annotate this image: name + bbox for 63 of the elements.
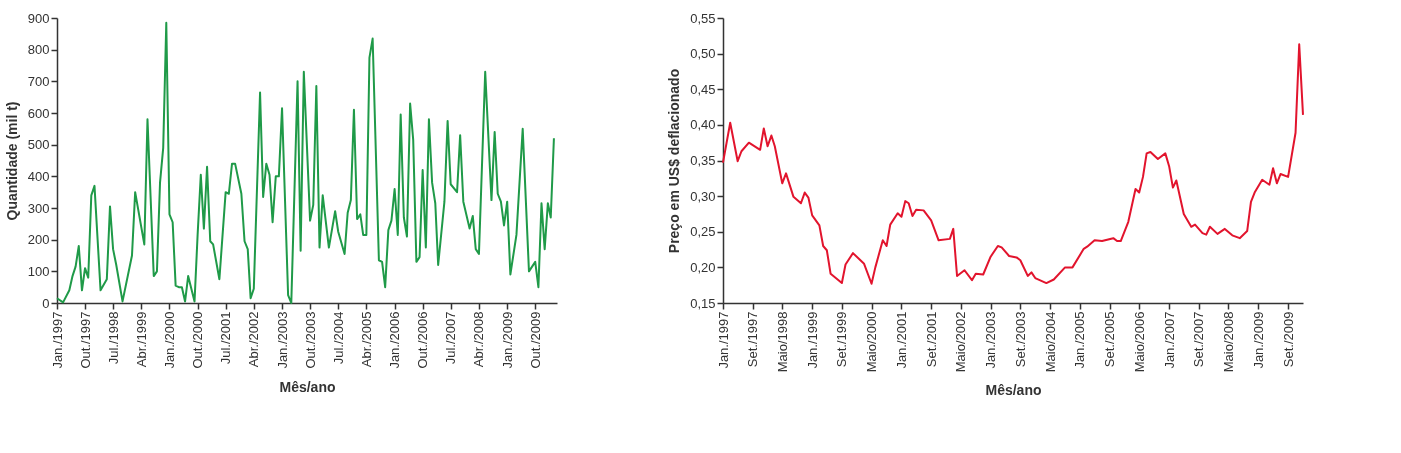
x-tick-label: Jan./2005 (1072, 311, 1088, 369)
x-tick-label: Jan./2003 (274, 311, 290, 369)
y-tick-label: 500 (27, 137, 50, 153)
x-tick-label: Maio/2002 (953, 311, 969, 373)
y-axis-title: Quantidade (mil t) (3, 101, 20, 221)
x-tick-label: Jan./1997 (49, 311, 65, 369)
x-tick-label: Maio/2006 (1131, 311, 1147, 373)
y-tick-label: 0,45 (690, 81, 716, 97)
x-tick-label: Out./1997 (77, 311, 93, 369)
y-tick-label: 700 (27, 73, 50, 89)
x-tick-label: Set./2009 (1280, 311, 1296, 368)
x-tick-label: Jul./2007 (443, 311, 459, 365)
x-tick-label: Out./2009 (527, 311, 543, 369)
x-tick-label: Jul./2004 (330, 311, 346, 365)
y-tick-label: 0,40 (690, 117, 716, 133)
x-tick-label: Jul./1998 (105, 311, 121, 365)
x-axis-title: Mês/ano (985, 382, 1042, 399)
x-tick-label: Set./2007 (1191, 311, 1207, 368)
x-tick-label: Maio/2004 (1042, 311, 1058, 373)
y-tick-label: 0,20 (690, 259, 716, 275)
x-tick-label: Abr./1999 (133, 311, 149, 368)
y-tick-label: 0,15 (690, 295, 716, 311)
line-series (56, 21, 555, 304)
x-tick-label: Jan./2003 (983, 311, 999, 369)
y-tick-label: 600 (27, 105, 50, 121)
x-tick-label: Abr./2002 (246, 311, 262, 368)
x-tick-label: Jan./2000 (161, 311, 177, 369)
x-tick-label: Abr./2005 (358, 311, 374, 368)
y-axis-title: Preço em US$ deflacionado (666, 68, 683, 254)
y-tick-label: 0 (42, 295, 50, 311)
x-tick-label: Jul./2001 (218, 311, 234, 365)
x-tick-label: Maio/1998 (774, 311, 790, 373)
y-tick-label: 100 (27, 263, 50, 279)
x-tick-label: Maio/2008 (1220, 311, 1236, 373)
x-tick-label: Jan./2006 (387, 311, 403, 369)
x-tick-label: Out./2006 (415, 311, 431, 369)
y-tick-label: 0,25 (690, 224, 716, 240)
x-tick-label: Jan./1997 (715, 311, 731, 369)
x-axis-title: Mês/ano (279, 378, 336, 395)
y-tick-label: 300 (27, 200, 50, 216)
y-tick-label: 900 (27, 10, 50, 26)
y-tick-label: 800 (27, 42, 50, 58)
y-tick-label: 0,50 (690, 46, 716, 62)
x-tick-label: Jan./1999 (804, 311, 820, 369)
y-tick-label: 400 (27, 168, 50, 184)
x-tick-label: Maio/2000 (864, 311, 880, 373)
y-tick-label: 0,30 (690, 188, 716, 204)
x-tick-label: Set./2005 (1102, 311, 1118, 368)
line-series (722, 43, 1304, 285)
x-tick-label: Set./1997 (745, 311, 761, 368)
x-tick-label: Jan./2007 (1161, 311, 1177, 369)
y-tick-label: 0,55 (690, 10, 716, 26)
x-tick-label: Jan./2001 (893, 311, 909, 369)
y-tick-label: 0,35 (690, 153, 716, 168)
x-tick-label: Set./2001 (923, 311, 939, 368)
x-tick-label: Out./2000 (190, 311, 206, 369)
x-tick-label: Abr./2008 (471, 311, 487, 368)
x-tick-label: Set./2003 (1012, 311, 1028, 368)
x-tick-label: Out./2003 (302, 311, 318, 369)
x-tick-label: Jan./2009 (499, 311, 515, 369)
x-tick-label: Set./1999 (834, 311, 850, 368)
y-tick-label: 200 (27, 232, 50, 248)
x-tick-label: Jan./2009 (1250, 311, 1266, 369)
